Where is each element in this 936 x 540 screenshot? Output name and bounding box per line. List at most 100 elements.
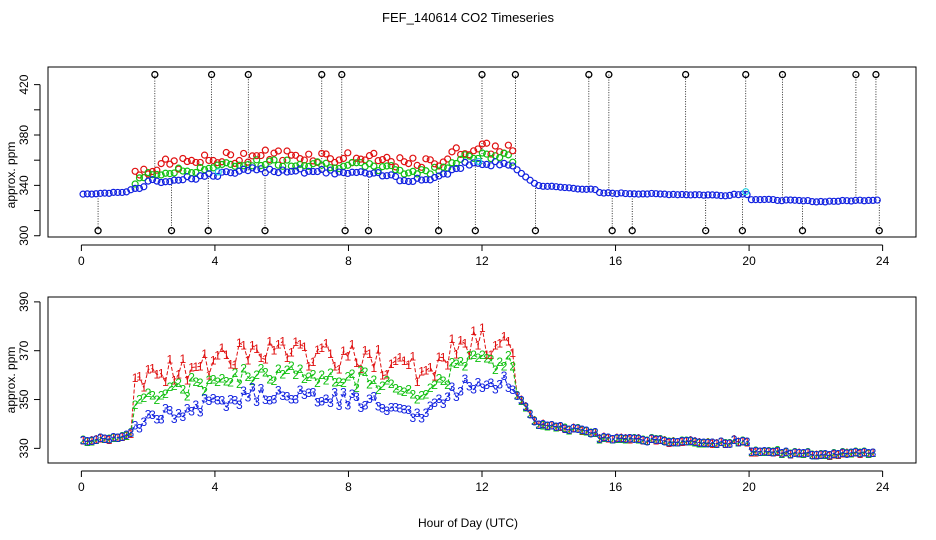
outlier-low-point	[875, 227, 883, 235]
series-2-marker: 2	[648, 432, 655, 446]
series-2-marker: 2	[548, 418, 555, 432]
series-2-marker: 2	[366, 377, 373, 391]
series-2-point	[218, 160, 226, 169]
series-3-marker: 3	[648, 432, 655, 446]
series-1-marker: 1	[470, 324, 477, 338]
series-2-point	[240, 162, 248, 170]
cyan-point	[475, 157, 483, 166]
series-1-marker: 1	[93, 433, 100, 447]
series-3-marker: 3	[119, 430, 126, 444]
series-1-point	[374, 157, 382, 165]
series-1-marker: 1	[145, 363, 152, 377]
series-3-point	[778, 197, 786, 205]
series-2-marker: 2	[440, 374, 447, 388]
outlier-high-point	[778, 70, 787, 79]
series-3-point	[92, 190, 100, 198]
series-3-marker: 3	[210, 392, 217, 406]
series-1-marker: 1	[219, 341, 226, 355]
series-2-marker: 2	[579, 423, 586, 437]
series-2-marker: 2	[271, 374, 278, 388]
series-2-marker: 2	[661, 434, 668, 448]
series-3-point	[760, 195, 769, 204]
series-3-marker: 3	[475, 375, 482, 389]
series-1-marker: 1	[601, 430, 608, 444]
series-2-marker: 2	[305, 370, 312, 384]
bottom-plot-frame	[47, 296, 917, 464]
series-3-point	[869, 196, 877, 204]
series-3-marker: 3	[618, 431, 625, 445]
series-1-point	[196, 158, 204, 167]
series-1-marker: 1	[818, 448, 825, 462]
series-3-point	[118, 188, 126, 197]
series-1-marker: 1	[323, 337, 330, 351]
series-3-marker: 3	[561, 422, 568, 436]
series-2-point	[378, 163, 387, 171]
series-1-marker: 1	[253, 342, 260, 356]
series-3-point	[365, 170, 374, 178]
series-3-marker: 3	[479, 381, 486, 395]
series-3-marker: 3	[744, 435, 751, 449]
series-3-point	[153, 177, 161, 185]
series-2-marker: 2	[414, 392, 421, 406]
series-3-point	[496, 161, 504, 169]
series-2-marker: 2	[505, 349, 512, 363]
series-3-point	[582, 185, 591, 193]
series-3-point	[218, 168, 226, 176]
series-1-marker: 1	[336, 363, 343, 377]
series-2-marker: 2	[436, 371, 443, 385]
y-tick-label: 380	[17, 125, 31, 145]
series-3-point	[700, 191, 708, 199]
series-3-point	[860, 197, 868, 205]
series-1-marker: 1	[214, 348, 221, 362]
series-3-marker: 3	[80, 433, 87, 447]
series-3-point	[391, 172, 400, 181]
series-3-point	[595, 188, 604, 197]
outlier-high-point	[681, 70, 690, 79]
series-2-marker: 2	[791, 446, 798, 460]
series-2-marker: 2	[483, 351, 490, 365]
series-1-marker: 1	[449, 332, 456, 346]
series-1-marker: 1	[496, 336, 503, 350]
series-1-marker: 1	[301, 340, 308, 354]
series-3-marker: 3	[870, 446, 877, 460]
series-3-point	[331, 170, 339, 178]
series-2-point	[157, 171, 165, 179]
cyan-point	[214, 168, 222, 176]
top-x-axis: 0 4 8 12 16 20 24	[78, 244, 890, 268]
y-tick-label: 350	[17, 389, 31, 409]
series-1-point	[218, 158, 226, 166]
series-2-point	[348, 158, 356, 167]
series-3-marker: 3	[778, 447, 785, 461]
series-2-point	[222, 159, 230, 167]
series-3-point	[626, 190, 634, 198]
series-3-marker: 3	[761, 444, 768, 458]
series-3-marker: 3	[813, 449, 820, 463]
series-1-marker: 1	[535, 418, 542, 432]
series-2-marker: 2	[127, 426, 134, 440]
series-3-point	[799, 197, 808, 205]
series-3-marker: 3	[457, 384, 464, 398]
series-2-marker: 2	[809, 448, 816, 462]
series-2-marker: 2	[336, 375, 343, 389]
series-1-marker: 1	[804, 445, 811, 459]
series-1-marker: 1	[418, 364, 425, 378]
series-3-point	[400, 176, 408, 185]
series-2-marker: 2	[570, 422, 577, 436]
series-3-marker: 3	[592, 426, 599, 440]
chart-title: FEF_140614 CO2 Timeseries	[382, 10, 554, 25]
series-1-marker: 1	[149, 361, 156, 375]
outlier-high-point	[244, 70, 252, 79]
series-2-point	[205, 164, 213, 172]
series-2-marker: 2	[653, 433, 660, 447]
series-2-marker: 2	[219, 372, 226, 386]
series-2-point	[413, 170, 421, 178]
series-3-point	[166, 178, 174, 186]
series-3-marker: 3	[492, 383, 499, 397]
series-1-marker: 1	[197, 359, 204, 373]
series-2-marker: 2	[839, 445, 846, 459]
series-1-marker: 1	[275, 338, 282, 352]
y-tick-label: 300	[17, 225, 31, 245]
series-1-point	[509, 147, 517, 155]
series-2-point	[474, 154, 482, 163]
series-3-marker: 3	[336, 399, 343, 413]
